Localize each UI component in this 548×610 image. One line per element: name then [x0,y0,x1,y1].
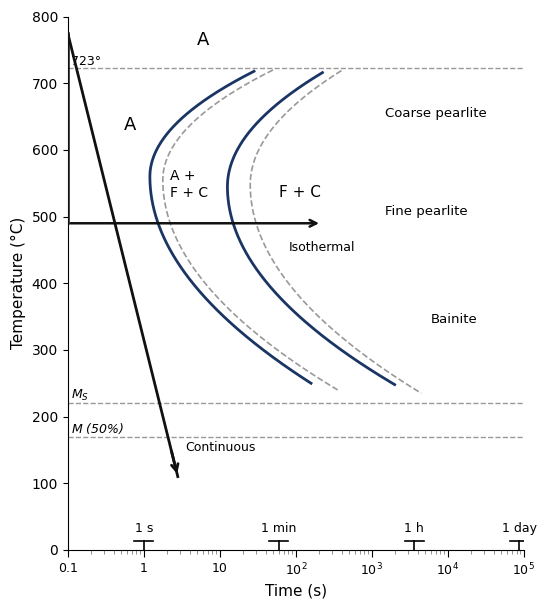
Text: $M_S$: $M_S$ [71,389,89,403]
Text: 1 day: 1 day [501,522,536,535]
Text: Bainite: Bainite [431,314,478,326]
Text: 1 s: 1 s [135,522,153,535]
Text: A: A [197,30,209,49]
Text: F + C: F + C [170,185,208,199]
Text: F + C: F + C [279,185,321,199]
Text: 1 h: 1 h [404,522,424,535]
Y-axis label: Temperature (°C): Temperature (°C) [11,217,26,350]
Text: Fine pearlite: Fine pearlite [385,206,468,218]
Text: Coarse pearlite: Coarse pearlite [385,107,487,120]
Text: 723°: 723° [71,55,101,68]
Text: A: A [124,116,136,134]
Text: $M$ (50%): $M$ (50%) [71,421,124,436]
Text: Continuous: Continuous [185,441,255,454]
Text: Isothermal: Isothermal [288,242,355,254]
Text: A +: A + [170,169,195,183]
Text: 1 min: 1 min [261,522,296,535]
X-axis label: Time (s): Time (s) [265,584,327,599]
